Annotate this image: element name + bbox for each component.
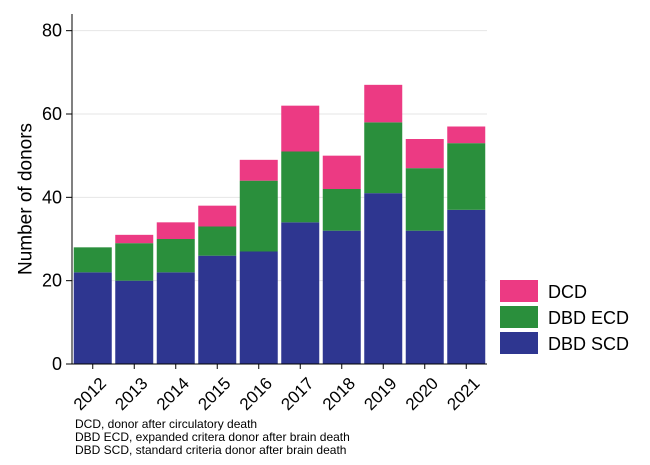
legend: DCD DBD ECD DBD SCD <box>500 280 629 354</box>
legend-swatch-dcd <box>500 280 538 302</box>
bar-2014-dbd-scd <box>156 272 195 364</box>
bar-2012-dbd-scd <box>73 272 112 364</box>
footnote-dbd-scd: DBD SCD, standard criteria donor after b… <box>75 443 347 457</box>
x-tick-label-2019: 2019 <box>360 374 400 414</box>
bar-2020-dbd-ecd <box>405 168 444 231</box>
bar-2015-dbd-ecd <box>198 226 237 256</box>
x-tick-label-2016: 2016 <box>236 374 276 414</box>
bar-2018-dbd-ecd <box>322 189 361 231</box>
x-tick-label-2014: 2014 <box>153 374 193 414</box>
bar-2015-dcd <box>198 205 237 227</box>
bar-2021-dcd <box>447 126 486 144</box>
axes <box>66 14 487 369</box>
bar-2017-dbd-ecd <box>281 151 320 223</box>
footnote-dcd: DCD, donor after circulatory death <box>75 417 258 431</box>
y-tick-label-60: 60 <box>42 104 62 124</box>
bar-2019-dcd <box>364 84 403 123</box>
footnotes: DCD, donor after circulatory death DBD E… <box>75 418 350 457</box>
legend-label-dcd: DCD <box>548 282 587 302</box>
bar-2015-dbd-scd <box>198 255 237 364</box>
bar-2019-dbd-ecd <box>364 122 403 194</box>
bar-2021-dbd-scd <box>447 209 486 364</box>
y-tick-label-40: 40 <box>42 187 62 207</box>
bar-2018-dcd <box>322 155 361 189</box>
legend-swatch-dbd-scd <box>500 332 538 354</box>
bar-2013-dbd-ecd <box>115 243 154 281</box>
bar-2020-dbd-scd <box>405 230 444 364</box>
bar-2018-dbd-scd <box>322 230 361 364</box>
bar-2012-dbd-ecd <box>73 247 112 273</box>
bars <box>73 84 486 364</box>
bar-2013-dbd-scd <box>115 280 154 364</box>
y-tick-label-20: 20 <box>42 271 62 291</box>
bar-2016-dcd <box>239 159 278 181</box>
bar-2014-dbd-ecd <box>156 239 195 273</box>
y-tick-label-80: 80 <box>42 21 62 41</box>
x-tick-label-2020: 2020 <box>402 374 442 414</box>
x-tick-label-2015: 2015 <box>194 374 234 414</box>
y-tick-labels: 0 20 40 60 80 <box>42 21 62 374</box>
bar-2017-dbd-scd <box>281 222 320 364</box>
x-tick-labels: 2012 2013 2014 2015 2016 2017 2018 2019 2020 2021 <box>70 374 484 414</box>
x-tick-label-2013: 2013 <box>111 374 151 414</box>
x-tick-label-2017: 2017 <box>277 374 317 414</box>
x-tick-label-2021: 2021 <box>443 374 483 414</box>
bar-2021-dbd-ecd <box>447 143 486 210</box>
x-tick-label-2012: 2012 <box>70 374 110 414</box>
bar-2016-dbd-ecd <box>239 180 278 252</box>
bar-2020-dcd <box>405 139 444 169</box>
bar-2016-dbd-scd <box>239 251 278 364</box>
bar-2017-dcd <box>281 105 320 152</box>
bar-2019-dbd-scd <box>364 193 403 364</box>
x-tick-label-2018: 2018 <box>319 374 359 414</box>
y-tick-label-0: 0 <box>52 354 62 374</box>
bar-2014-dcd <box>156 222 195 239</box>
footnote-dbd-ecd: DBD ECD, expanded critera donor after br… <box>75 430 350 444</box>
legend-label-dbd-scd: DBD SCD <box>548 334 629 354</box>
legend-label-dbd-ecd: DBD ECD <box>548 308 629 328</box>
legend-swatch-dbd-ecd <box>500 306 538 328</box>
bar-2013-dcd <box>115 234 154 244</box>
y-axis-title: Number of donors <box>16 123 37 275</box>
